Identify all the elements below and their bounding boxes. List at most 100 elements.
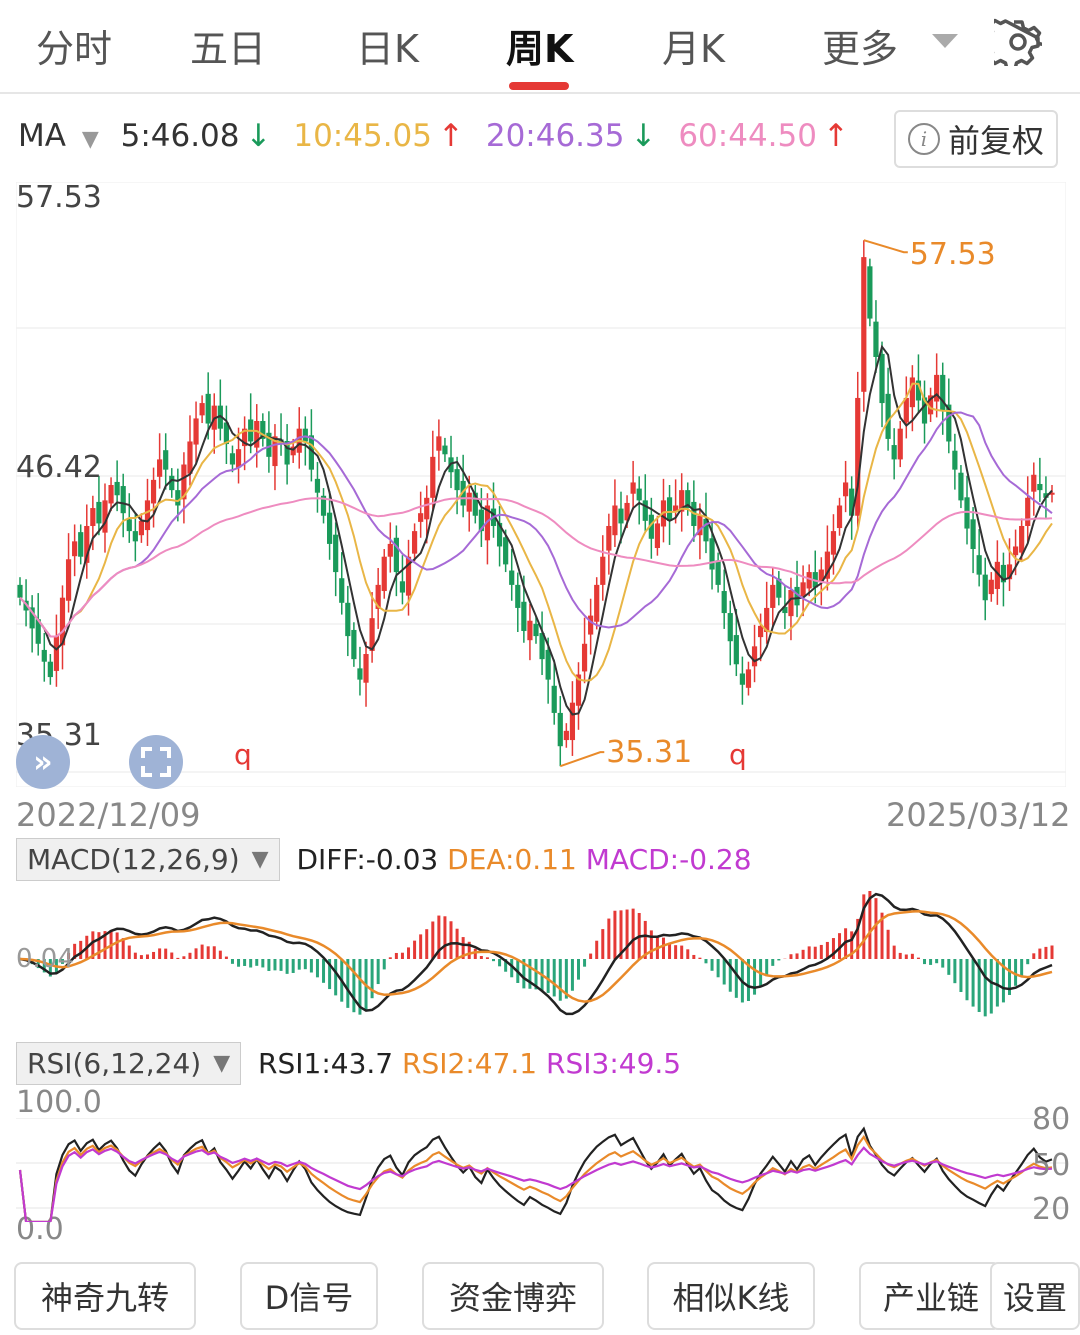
candle-body	[1006, 564, 1013, 580]
candle-body	[575, 674, 582, 706]
tab-daily-k[interactable]: 日K	[356, 27, 419, 71]
candle-body	[557, 712, 563, 747]
candle-body	[551, 685, 557, 713]
candle-body	[976, 555, 982, 575]
macd-dea: DEA:0.11	[447, 843, 577, 876]
candle-body	[1025, 497, 1031, 526]
candle-body	[1037, 483, 1043, 491]
macd-value: MACD:-0.28	[585, 843, 752, 876]
d-signal-button[interactable]: D信号	[240, 1262, 378, 1330]
signal-marker: q	[234, 738, 252, 771]
tool-bar: 神奇九转 D信号 资金博弈 相似K线 产业链 设置	[0, 1262, 1080, 1335]
industry-chain-button[interactable]: 产业链	[859, 1262, 1001, 1330]
candle-body	[569, 702, 576, 741]
candle-body	[314, 478, 321, 493]
candle-body	[466, 492, 472, 512]
candle-body	[794, 586, 800, 606]
candle-body	[290, 446, 296, 456]
candle-body	[594, 584, 600, 622]
candle-body	[205, 393, 211, 424]
candle-body	[375, 584, 381, 609]
candle-body	[144, 500, 151, 531]
candle-body	[679, 490, 685, 512]
settings-button[interactable]: 设置	[990, 1262, 1080, 1330]
candle-body	[861, 257, 867, 392]
price-axis-high: 57.53	[16, 180, 102, 215]
rsi-level-80: 80	[1032, 1102, 1071, 1137]
period-tabs: 分时 五日 日K 周K 月K 更多	[0, 0, 1080, 94]
candle-body	[758, 625, 764, 638]
adjust-mode-button[interactable]: i 前复权	[894, 110, 1058, 168]
candle-body	[302, 428, 308, 442]
tab-five-day[interactable]: 五日	[190, 27, 267, 71]
tab-monthly-k[interactable]: 月K	[662, 27, 725, 71]
candle-body	[272, 436, 278, 467]
adjust-mode-label: 前复权	[947, 122, 1044, 160]
candle-body	[673, 505, 679, 512]
tab-more[interactable]: 更多	[822, 27, 899, 71]
ma-selector[interactable]: MA ▼	[18, 118, 99, 154]
candle-body	[697, 515, 703, 536]
candle-body	[53, 636, 60, 671]
candle-body	[90, 508, 96, 526]
candle-body	[1012, 546, 1019, 556]
info-icon: i	[907, 123, 940, 155]
candle-body	[782, 606, 788, 614]
candle-body	[78, 532, 84, 557]
rsi-level-50: 50	[1032, 1148, 1071, 1183]
macd-selector[interactable]: MACD(12,26,9) ▼	[16, 838, 280, 881]
candle-body	[1049, 492, 1055, 495]
candle-body	[715, 560, 721, 585]
candle-body	[327, 512, 333, 544]
candle-body	[855, 397, 861, 516]
candle-body	[727, 613, 733, 642]
gear-icon[interactable]	[994, 18, 1042, 66]
expand-left-button[interactable]: »	[16, 735, 70, 789]
candle-body	[648, 514, 654, 539]
candle-body	[666, 497, 673, 521]
candle-body	[739, 673, 745, 685]
macd-chart[interactable]	[16, 884, 1066, 1034]
candle-body	[345, 602, 351, 637]
date-start: 2022/12/09	[16, 796, 201, 834]
double-chevron-right-icon: »	[33, 744, 53, 780]
candle-body	[952, 450, 958, 470]
similar-kline-button[interactable]: 相似K线	[647, 1262, 815, 1330]
candle-body	[84, 525, 90, 563]
tab-weekly-k[interactable]: 周K	[506, 27, 574, 71]
candle-body	[138, 520, 145, 536]
tab-intraday[interactable]: 分时	[36, 27, 113, 71]
ma20-line	[19, 411, 1053, 638]
fullscreen-button[interactable]	[129, 735, 183, 789]
candle-body	[229, 453, 236, 465]
candle-body	[636, 488, 642, 501]
candle-body	[59, 597, 66, 646]
candle-body	[399, 581, 406, 593]
ma20-value: 20:46.35 ↓	[485, 118, 657, 154]
max-price-pointer	[863, 239, 908, 254]
candle-body	[533, 623, 539, 637]
candle-body	[915, 380, 922, 401]
rsi-selector[interactable]: RSI(6,12,24) ▼	[16, 1042, 242, 1085]
candle-body	[65, 559, 72, 601]
candle-body	[885, 393, 891, 439]
candle-body	[393, 537, 399, 573]
rsi-chart[interactable]	[16, 1118, 1066, 1222]
rsi-lines	[18, 1126, 1053, 1222]
rsi-grid	[16, 1118, 1066, 1209]
kline-chart[interactable]: 57.53 35.31	[16, 182, 1066, 787]
candle-body	[381, 556, 387, 592]
chevron-down-icon[interactable]	[932, 32, 958, 50]
magic-nine-turn-button[interactable]: 神奇九转	[14, 1262, 196, 1330]
rsi-axis-bottom: 0.0	[16, 1212, 64, 1247]
candle-body	[454, 469, 460, 491]
capital-game-button[interactable]: 资金博弈	[422, 1262, 604, 1330]
candle-body	[830, 531, 837, 555]
candle-body	[818, 569, 824, 582]
candle-body	[169, 475, 175, 491]
candle-body	[72, 541, 78, 557]
price-grid	[16, 327, 1066, 773]
candle-body	[47, 661, 53, 678]
extreme-markers: 57.53 35.31	[559, 237, 996, 770]
candle-body	[478, 509, 484, 532]
